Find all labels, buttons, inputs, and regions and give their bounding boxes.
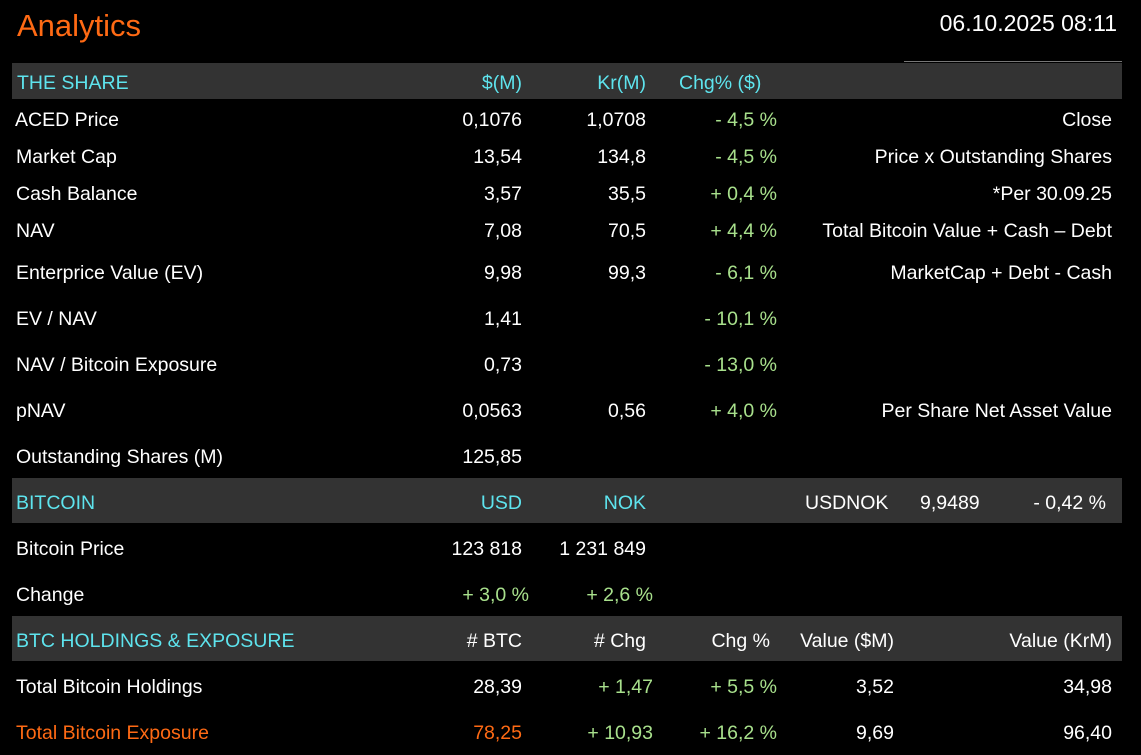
share-row-chg: - 6,1 % bbox=[715, 262, 777, 284]
share-row-chg: - 4,5 % bbox=[715, 109, 777, 131]
share-row-usd: 13,54 bbox=[473, 146, 522, 168]
share-row-note: MarketCap + Debt - Cash bbox=[890, 262, 1112, 284]
holdings-row-pct: + 5,5 % bbox=[710, 676, 777, 698]
share-row-usd: 0,73 bbox=[484, 354, 522, 376]
holdings-row-usd: 9,69 bbox=[856, 722, 894, 744]
share-col-usd: $(M) bbox=[481, 72, 522, 94]
holdings-col-value-usd: Value ($M) bbox=[800, 630, 894, 652]
share-row-usd: 1,41 bbox=[484, 308, 522, 330]
holdings-col-btc: # BTC bbox=[466, 630, 522, 652]
share-row-label: Cash Balance bbox=[16, 183, 138, 205]
bitcoin-change-usd: + 3,0 % bbox=[462, 584, 529, 606]
bitcoin-section-title: BITCOIN bbox=[16, 492, 96, 514]
share-row-nok: 35,5 bbox=[608, 183, 646, 205]
share-row-chg: - 4,5 % bbox=[715, 146, 777, 168]
share-row-label: pNAV bbox=[16, 400, 66, 422]
share-row-usd: 9,98 bbox=[484, 262, 522, 284]
share-row-usd: 125,85 bbox=[462, 446, 522, 468]
holdings-row-label: Total Bitcoin Exposure bbox=[16, 722, 209, 744]
share-row-note: Close bbox=[1062, 109, 1112, 131]
share-section-title: THE SHARE bbox=[17, 72, 129, 94]
holdings-col-value-nok: Value (KrM) bbox=[1009, 630, 1112, 652]
holdings-row-nok: 34,98 bbox=[1063, 676, 1112, 698]
share-row-note: Per Share Net Asset Value bbox=[881, 400, 1112, 422]
bitcoin-change-nok: + 2,6 % bbox=[586, 584, 653, 606]
fx-label: USDNOK bbox=[805, 492, 889, 514]
share-row-note: Total Bitcoin Value + Cash – Debt bbox=[822, 220, 1112, 242]
holdings-row-btc: 78,25 bbox=[473, 722, 522, 744]
fx-change: - 0,42 % bbox=[1033, 492, 1106, 514]
share-row-label: ACED Price bbox=[15, 109, 120, 131]
share-row-chg: - 13,0 % bbox=[704, 354, 777, 376]
holdings-row-usd: 3,52 bbox=[856, 676, 894, 698]
holdings-row-label: Total Bitcoin Holdings bbox=[16, 676, 203, 698]
share-section-header bbox=[12, 63, 1122, 99]
holdings-col-chg-btc: # Chg bbox=[593, 630, 646, 652]
share-row-nok: 0,56 bbox=[608, 400, 646, 422]
bitcoin-col-usd: USD bbox=[480, 492, 522, 514]
share-row-label: NAV / Bitcoin Exposure bbox=[16, 354, 218, 376]
bitcoin-price-usd: 123 818 bbox=[451, 538, 523, 560]
bitcoin-section-header bbox=[12, 478, 1122, 523]
share-row-label: NAV bbox=[16, 220, 55, 242]
share-row-chg: + 4,0 % bbox=[710, 400, 777, 422]
share-row-label: Market Cap bbox=[16, 146, 117, 168]
share-col-chg: Chg% ($) bbox=[679, 72, 762, 94]
holdings-row-nok: 96,40 bbox=[1063, 722, 1112, 744]
holdings-section-title: BTC HOLDINGS & EXPOSURE bbox=[16, 630, 295, 652]
share-row-chg: + 0,4 % bbox=[710, 183, 777, 205]
holdings-row-btc: 28,39 bbox=[473, 676, 522, 698]
holdings-section-header bbox=[12, 616, 1122, 661]
bitcoin-price-nok: 1 231 849 bbox=[559, 538, 646, 560]
share-row-usd: 0,1076 bbox=[462, 109, 522, 131]
holdings-row-pct: + 16,2 % bbox=[699, 722, 777, 744]
share-col-nok: Kr(M) bbox=[597, 72, 646, 94]
share-row-note: Price x Outstanding Shares bbox=[874, 146, 1112, 168]
fx-value: 9,9489 bbox=[920, 492, 980, 514]
share-row-chg: + 4,4 % bbox=[710, 220, 777, 242]
bitcoin-col-nok: NOK bbox=[603, 492, 646, 514]
holdings-row-chg: + 10,93 bbox=[587, 722, 653, 744]
bitcoin-price-label: Bitcoin Price bbox=[16, 538, 125, 560]
share-row-usd: 7,08 bbox=[484, 220, 522, 242]
share-row-note: *Per 30.09.25 bbox=[992, 183, 1112, 205]
share-row-usd: 3,57 bbox=[484, 183, 522, 205]
share-row-nok: 99,3 bbox=[608, 262, 646, 284]
bitcoin-change-label: Change bbox=[16, 584, 85, 606]
share-row-label: Outstanding Shares (M) bbox=[16, 446, 224, 468]
share-row-chg: - 10,1 % bbox=[704, 308, 777, 330]
datetime-divider bbox=[904, 61, 1122, 62]
share-row-label: Enterprice Value (EV) bbox=[16, 262, 204, 284]
share-row-nok: 70,5 bbox=[608, 220, 646, 242]
share-row-nok: 134,8 bbox=[597, 146, 646, 168]
share-row-label: EV / NAV bbox=[16, 308, 97, 330]
holdings-col-chg-pct: Chg % bbox=[711, 630, 770, 652]
holdings-row-chg: + 1,47 bbox=[598, 676, 653, 698]
share-row-usd: 0,0563 bbox=[462, 400, 522, 422]
share-row-nok: 1,0708 bbox=[586, 109, 646, 131]
app-title: Analytics bbox=[17, 8, 142, 43]
datetime: 06.10.2025 08:11 bbox=[939, 10, 1117, 36]
